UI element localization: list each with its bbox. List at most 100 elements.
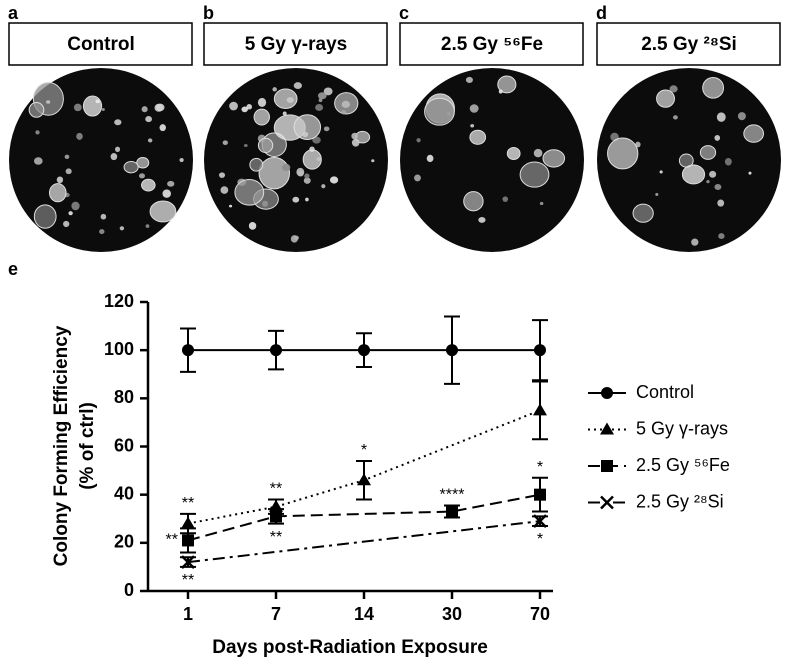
- colony: [317, 92, 327, 100]
- marker: [601, 387, 613, 399]
- marker: [446, 344, 458, 357]
- colony: [65, 168, 72, 175]
- colony: [110, 153, 118, 161]
- colony: [33, 157, 43, 165]
- colony: [716, 112, 726, 122]
- colony: [465, 76, 473, 83]
- colony: [542, 149, 566, 168]
- colony: [424, 97, 455, 126]
- series-line: [187, 409, 541, 525]
- panel-letter: a: [8, 3, 19, 23]
- panel-letter: d: [596, 3, 607, 23]
- colony: [220, 186, 229, 194]
- colony: [632, 203, 654, 223]
- colony: [222, 140, 228, 146]
- x-tick-label: 7: [271, 604, 281, 624]
- colony: [470, 124, 475, 128]
- colony: [302, 149, 322, 170]
- colony: [672, 115, 678, 120]
- x-tick-label: 14: [354, 604, 374, 624]
- legend-label: 2.5 Gy ⁵⁶Fe: [636, 455, 730, 475]
- colony: [669, 85, 678, 93]
- marker: [446, 505, 458, 518]
- colony: [743, 124, 765, 143]
- colony: [258, 156, 291, 190]
- colony: [159, 124, 166, 132]
- colony: [748, 171, 752, 175]
- panel-title-box: [596, 22, 781, 66]
- colony: [115, 146, 121, 153]
- colony: [35, 130, 40, 135]
- series-line: [187, 520, 541, 564]
- colony: [229, 204, 233, 208]
- colony: [691, 238, 699, 246]
- colony: [100, 213, 107, 220]
- legend-label: 2.5 Gy ²⁸Si: [636, 491, 724, 511]
- colony: [706, 179, 710, 184]
- significance-label: ****: [440, 487, 465, 504]
- colony: [273, 88, 298, 109]
- x-tick-label: 1: [183, 604, 193, 624]
- colony: [71, 201, 80, 211]
- significance-label: **: [182, 572, 194, 589]
- colony: [714, 135, 721, 141]
- y-tick-label: 60: [114, 435, 134, 455]
- colony: [607, 137, 639, 170]
- colony: [304, 173, 310, 179]
- colony: [714, 183, 722, 191]
- colony: [141, 106, 148, 113]
- colony: [681, 164, 706, 185]
- colony: [145, 224, 150, 228]
- colony: [241, 106, 248, 113]
- colony: [33, 204, 57, 229]
- series-line: [187, 493, 541, 542]
- colony: [154, 103, 164, 112]
- marker: [270, 344, 282, 357]
- colony: [323, 126, 330, 132]
- colony: [351, 132, 358, 140]
- colony: [218, 172, 226, 178]
- marker: [600, 495, 614, 510]
- colony: [147, 138, 153, 143]
- colony: [76, 132, 83, 140]
- colony: [498, 89, 503, 94]
- colony: [497, 75, 517, 94]
- colony: [724, 158, 732, 166]
- colony: [73, 103, 82, 112]
- y-axis-title: Colony Forming Efficiency: [51, 325, 72, 566]
- significance-label: **: [166, 532, 178, 549]
- marker: [600, 422, 614, 435]
- colony: [718, 233, 725, 240]
- colony: [123, 160, 139, 174]
- colony: [334, 92, 359, 115]
- y-tick-label: 20: [114, 532, 134, 552]
- colony: [234, 179, 265, 206]
- colony: [533, 148, 543, 158]
- colony: [305, 197, 309, 202]
- colony: [469, 129, 487, 145]
- colony: [478, 217, 486, 223]
- colony: [46, 100, 51, 104]
- marker: [534, 344, 546, 357]
- colony: [286, 97, 294, 103]
- x-tick-label: 70: [530, 604, 550, 624]
- marker: [358, 344, 370, 357]
- colony-image: [204, 68, 388, 252]
- colony: [28, 102, 45, 118]
- colony: [136, 157, 150, 169]
- marker: [181, 516, 195, 529]
- marker: [533, 403, 547, 416]
- colony: [463, 191, 484, 212]
- marker: [601, 460, 613, 472]
- y-tick-label: 40: [114, 483, 134, 503]
- colony: [702, 77, 725, 99]
- colony: [351, 138, 360, 147]
- x-tick-label: 30: [442, 604, 462, 624]
- colony: [253, 108, 270, 126]
- colony: [162, 189, 171, 198]
- colony: [138, 173, 146, 179]
- y-axis-title: (% of ctrl): [77, 402, 98, 490]
- colony: [68, 211, 73, 216]
- colony: [329, 176, 339, 184]
